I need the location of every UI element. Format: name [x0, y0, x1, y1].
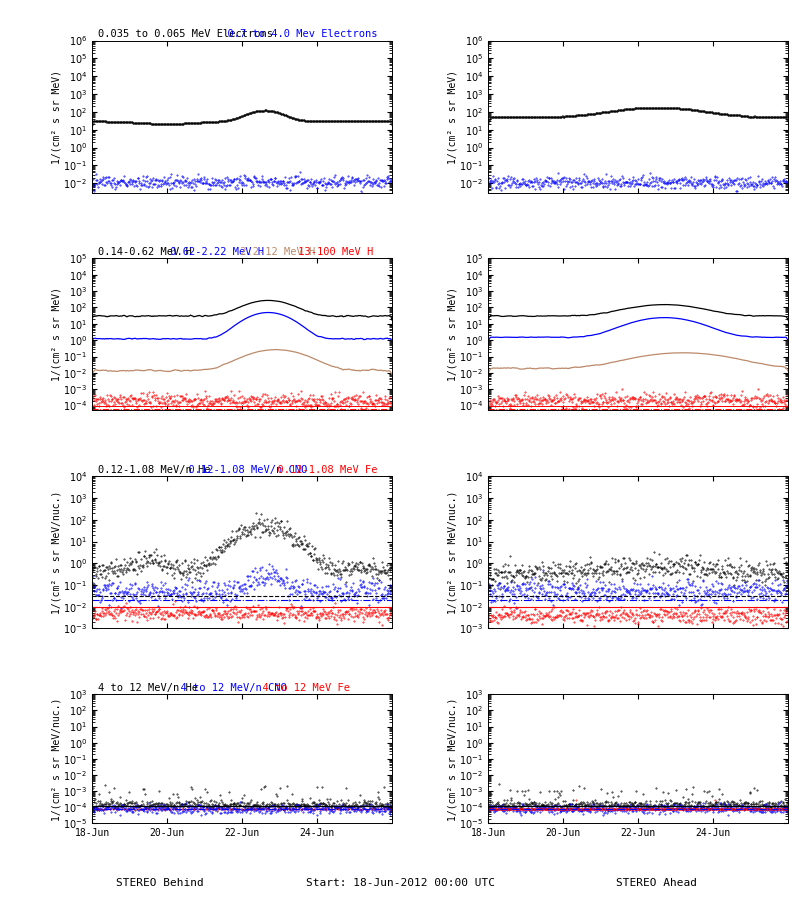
Text: STEREO Behind: STEREO Behind — [116, 878, 204, 888]
Y-axis label: 1/(cm² s sr MeV/nuc.): 1/(cm² s sr MeV/nuc.) — [447, 698, 458, 821]
Y-axis label: 1/(cm² s sr MeV): 1/(cm² s sr MeV) — [447, 287, 458, 382]
Y-axis label: 1/(cm² s sr MeV): 1/(cm² s sr MeV) — [51, 287, 62, 382]
Text: 0.12-1.08 MeV Fe: 0.12-1.08 MeV Fe — [265, 464, 378, 475]
Text: 0.62-2.22 MeV H: 0.62-2.22 MeV H — [164, 247, 264, 256]
Text: 4 to 12 MeV Fe: 4 to 12 MeV Fe — [250, 683, 350, 693]
Text: 0.12-1.08 MeV/n CNO: 0.12-1.08 MeV/n CNO — [176, 464, 307, 475]
Y-axis label: 1/(cm² s sr MeV): 1/(cm² s sr MeV) — [448, 69, 458, 164]
Text: 0.035 to 0.065 MeV Electrons: 0.035 to 0.065 MeV Electrons — [98, 29, 273, 39]
Text: 0.14-0.62 MeV H: 0.14-0.62 MeV H — [98, 247, 192, 256]
Text: 0.7 to 4.0 Mev Electrons: 0.7 to 4.0 Mev Electrons — [214, 29, 378, 39]
Text: 4 to 12 MeV/n CNO: 4 to 12 MeV/n CNO — [168, 683, 286, 693]
Text: 13-100 MeV H: 13-100 MeV H — [292, 247, 374, 256]
Y-axis label: 1/(cm² s sr MeV): 1/(cm² s sr MeV) — [52, 69, 62, 164]
Y-axis label: 1/(cm² s sr MeV/nuc.): 1/(cm² s sr MeV/nuc.) — [448, 491, 458, 614]
Y-axis label: 1/(cm² s sr MeV/nuc.): 1/(cm² s sr MeV/nuc.) — [51, 698, 62, 821]
Text: Start: 18-Jun-2012 00:00 UTC: Start: 18-Jun-2012 00:00 UTC — [306, 878, 494, 888]
Text: 4 to 12 MeV/n He: 4 to 12 MeV/n He — [98, 683, 198, 693]
Y-axis label: 1/(cm² s sr MeV/nuc.): 1/(cm² s sr MeV/nuc.) — [52, 491, 62, 614]
Text: 0.12-1.08 MeV/n He: 0.12-1.08 MeV/n He — [98, 464, 210, 475]
Text: 2.2-12 MeV H: 2.2-12 MeV H — [234, 247, 315, 256]
Text: STEREO Ahead: STEREO Ahead — [615, 878, 697, 888]
